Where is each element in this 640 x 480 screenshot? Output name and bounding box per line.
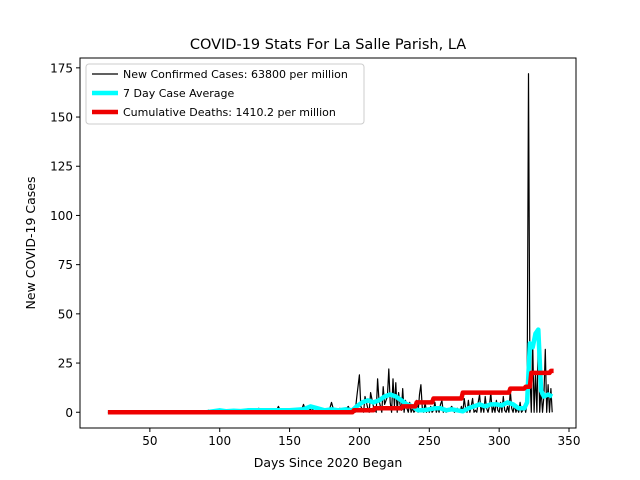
legend: New Confirmed Cases: 63800 per million 7… bbox=[85, 63, 365, 125]
legend-label-cases: New Confirmed Cases: 63800 per million bbox=[123, 68, 348, 81]
y-tick-label: 150 bbox=[50, 111, 73, 125]
plot-frame bbox=[79, 57, 577, 429]
x-tick-label: 200 bbox=[348, 434, 371, 448]
y-tick-label: 125 bbox=[50, 160, 73, 174]
x-tick-label: 100 bbox=[208, 434, 231, 448]
plot-area bbox=[107, 73, 554, 415]
legend-label-average: 7 Day Case Average bbox=[123, 87, 235, 100]
series-line-cumulative-deaths bbox=[107, 368, 554, 415]
y-tick-label: 75 bbox=[58, 258, 73, 272]
x-tick-label: 250 bbox=[418, 434, 441, 448]
legend-label-deaths: Cumulative Deaths: 1410.2 per million bbox=[123, 106, 336, 119]
y-tick-label: 0 bbox=[65, 406, 73, 420]
y-tick-label: 175 bbox=[50, 61, 73, 75]
y-axis-label: New COVID-19 Cases bbox=[23, 177, 38, 310]
x-tick-label: 150 bbox=[278, 434, 301, 448]
x-axis-label: Days Since 2020 Began bbox=[254, 455, 403, 470]
x-tick-label: 300 bbox=[488, 434, 511, 448]
chart-title: COVID-19 Stats For La Salle Parish, LA bbox=[190, 37, 466, 53]
y-axis: 0 25 50 75 100 125 150 175 bbox=[50, 61, 80, 420]
y-tick-label: 50 bbox=[58, 307, 73, 321]
legend-box bbox=[85, 63, 365, 125]
x-tick-label: 350 bbox=[558, 434, 581, 448]
y-tick-label: 100 bbox=[50, 209, 73, 223]
x-tick-label: 50 bbox=[142, 434, 157, 448]
y-tick-label: 25 bbox=[58, 357, 73, 371]
x-axis: 50 100 150 200 250 300 350 bbox=[142, 428, 580, 448]
